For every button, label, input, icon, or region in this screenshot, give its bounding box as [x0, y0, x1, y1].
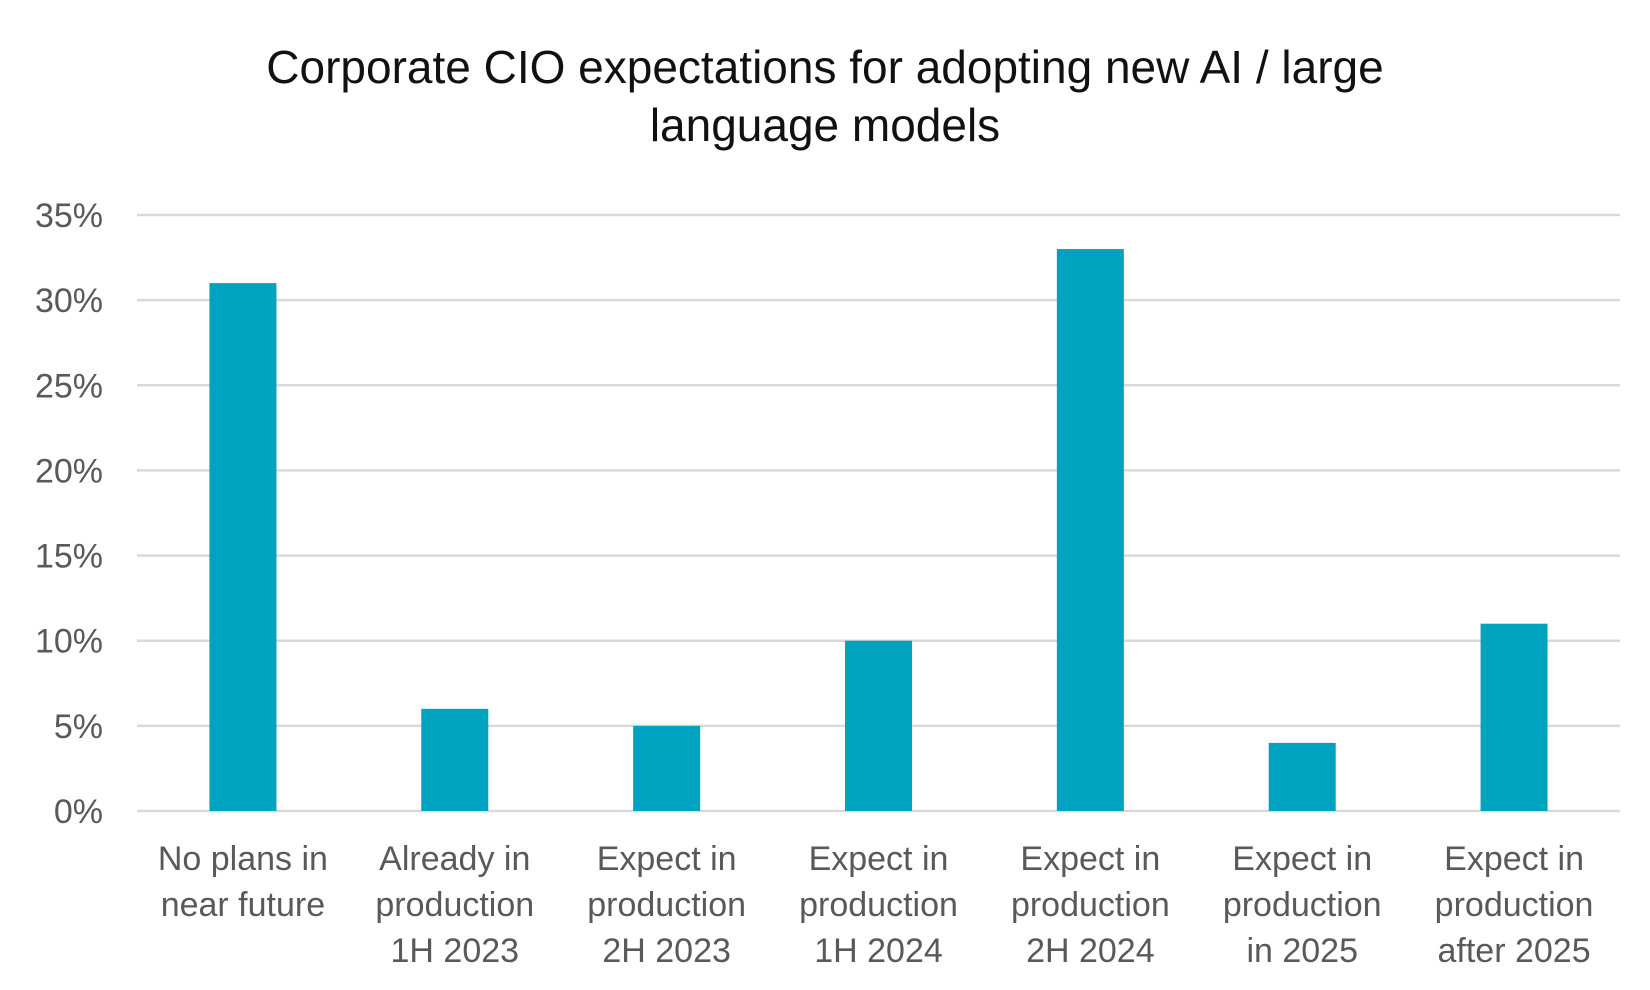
- x-category-label-line: production: [587, 886, 746, 924]
- bar: [421, 708, 489, 811]
- x-category-label-line: Already in: [379, 840, 530, 878]
- x-category-label: Expect in production after 2025: [1435, 840, 1594, 970]
- x-category-label: No plans in near future: [158, 840, 328, 924]
- x-category-label-line: production: [1223, 886, 1382, 924]
- x-category-label-line: 2H 2023: [602, 932, 731, 970]
- x-category-label-line: Expect in: [809, 840, 949, 878]
- bar: [1480, 623, 1548, 811]
- x-category-label-line: Expect in: [1232, 840, 1372, 878]
- y-tick-label: 10%: [35, 623, 103, 661]
- y-tick-label: 15%: [35, 538, 103, 576]
- x-category-label-line: Expect in: [1444, 840, 1584, 878]
- chart-title: Corporate CIO expectations for adopting …: [266, 41, 1384, 151]
- y-tick-label: 25%: [35, 367, 103, 405]
- bar: [1056, 249, 1124, 812]
- y-tick-label: 0%: [54, 793, 103, 831]
- x-category-label-line: after 2025: [1438, 932, 1591, 970]
- x-category-label-line: Expect in: [597, 840, 737, 878]
- bar: [1268, 742, 1336, 811]
- bar: [845, 640, 912, 811]
- y-tick-label: 30%: [35, 282, 103, 320]
- x-axis-category-labels: No plans in near future Already in producti…: [158, 840, 1594, 970]
- bar: [633, 725, 701, 811]
- x-category-label-line: production: [1011, 886, 1170, 924]
- x-category-label-line: production: [1435, 886, 1594, 924]
- x-category-label-line: in 2025: [1246, 932, 1358, 970]
- x-category-label: Already in production 1H 2023: [375, 840, 534, 970]
- bars: [209, 249, 1548, 812]
- y-tick-label: 20%: [35, 452, 103, 490]
- x-category-label-line: 1H 2023: [391, 932, 520, 970]
- x-category-label: Expect in production 1H 2024: [799, 840, 958, 970]
- y-tick-label: 35%: [35, 197, 103, 235]
- x-category-label-line: near future: [161, 886, 325, 924]
- x-category-label-line: 2H 2024: [1026, 932, 1155, 970]
- x-category-label-line: Expect in: [1020, 840, 1160, 878]
- y-axis-tick-labels: 0% 5% 10% 15% 20% 25% 30% 35%: [35, 197, 103, 831]
- x-category-label: Expect in production 2H 2023: [587, 840, 746, 970]
- x-category-label-line: No plans in: [158, 840, 328, 878]
- x-category-label-line: 1H 2024: [814, 932, 943, 970]
- x-category-label: Expect in production in 2025: [1223, 840, 1382, 970]
- y-tick-label: 5%: [54, 708, 103, 746]
- bar: [209, 283, 277, 812]
- x-category-label-line: production: [375, 886, 534, 924]
- x-category-label: Expect in production 2H 2024: [1011, 840, 1170, 970]
- x-category-label-line: production: [799, 886, 958, 924]
